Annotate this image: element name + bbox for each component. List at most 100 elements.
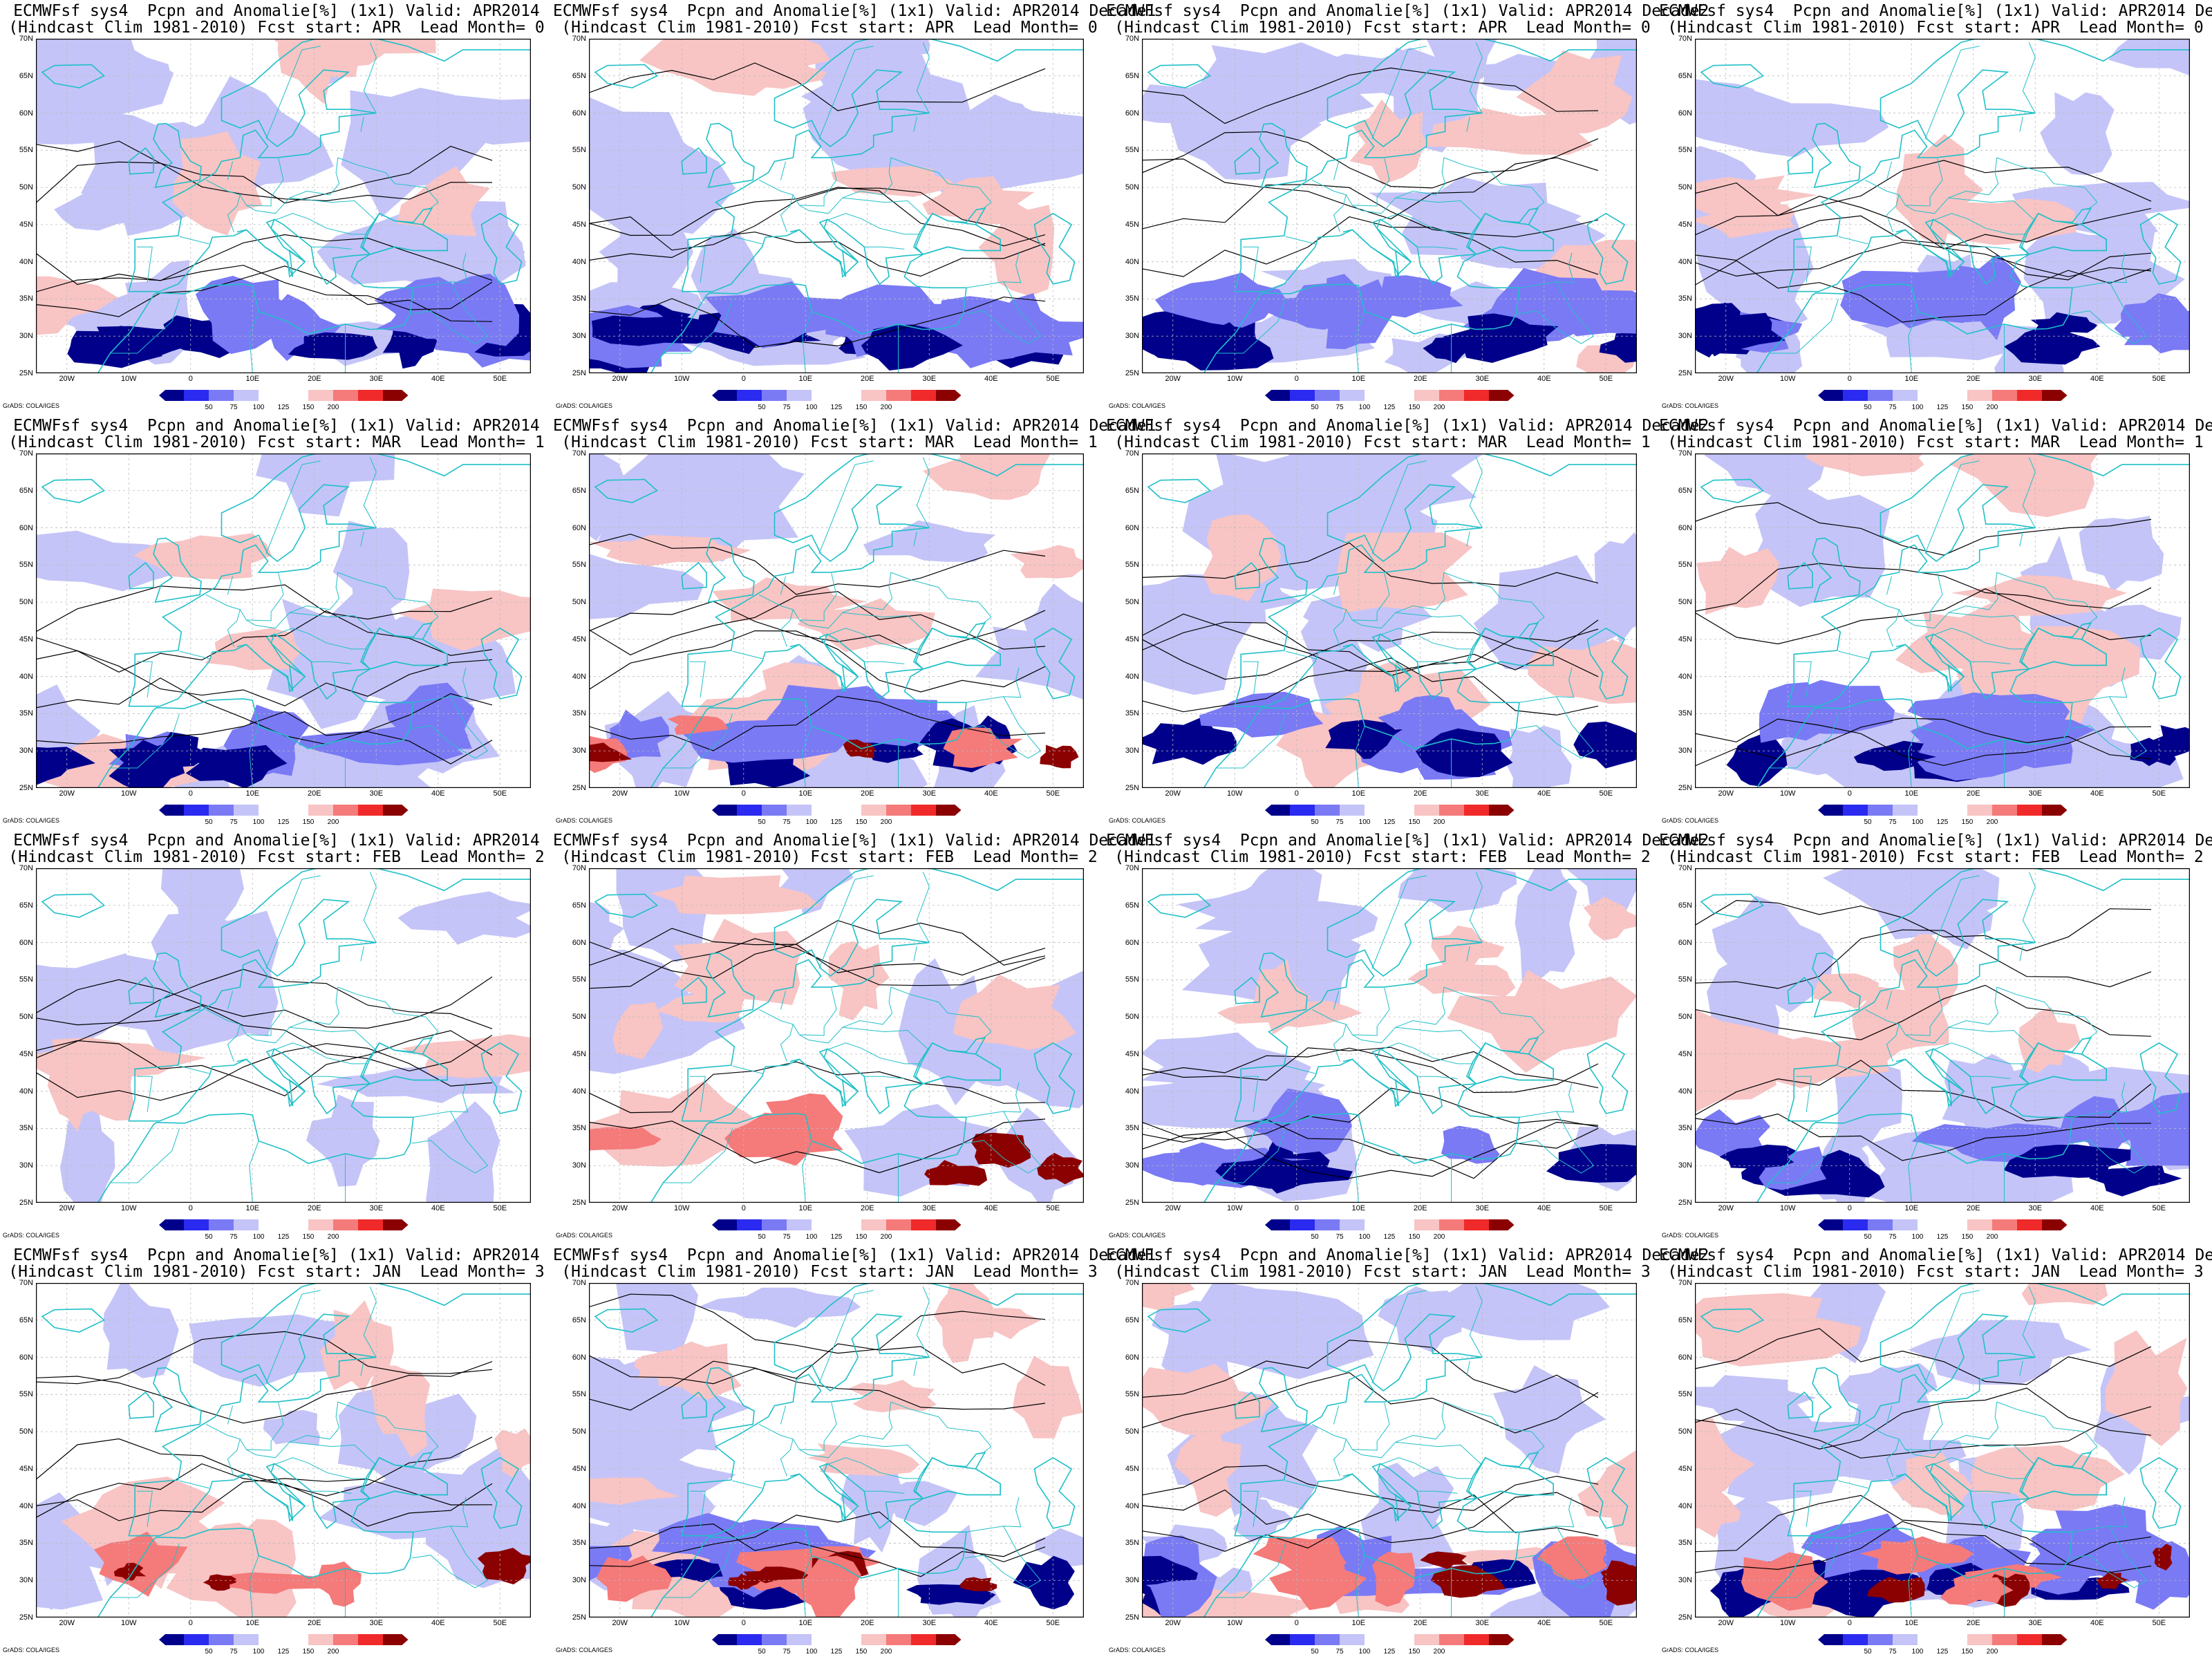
panel-subtitle: (Hindcast Clim 1981-2010) Fcst start: JA… (561, 1263, 1098, 1281)
coastline (153, 537, 202, 603)
longitude-label: 20W (612, 1619, 628, 1627)
country-border (1898, 158, 1943, 207)
negative-anomaly-area (2103, 1092, 2190, 1166)
colorbar-label: 100 (1911, 818, 1924, 826)
longitude-label: 20W (1718, 1204, 1734, 1212)
longitude-label: 20E (1413, 375, 1427, 383)
positive-anomaly-area (589, 534, 751, 567)
positive-anomaly-area (2105, 1330, 2188, 1447)
latitude-label: 55N (19, 975, 33, 984)
colorbar-label: 150 (302, 818, 315, 826)
country-border (1371, 1293, 1409, 1384)
anomaly-map (1695, 1283, 2190, 1618)
climatology-contour (36, 650, 493, 706)
positive-anomaly-area (1805, 453, 1924, 477)
colorbar-swatch (1365, 390, 1390, 401)
latitude-label: 55N (1125, 975, 1139, 984)
map-panel: ECMWFsf sys4 Pcpn and Anomalie[%] (1x1) … (0, 1244, 553, 1659)
country-border (799, 987, 893, 1044)
latitude-label: 60N (1678, 1353, 1692, 1362)
map-frame (1142, 868, 1637, 1203)
country-border (1948, 1027, 2036, 1051)
colorbar-swatch (1843, 390, 1868, 401)
coastline (1812, 537, 1861, 603)
map-canvas (36, 1283, 531, 1618)
coastline (128, 147, 154, 175)
latitude-label: 45N (572, 635, 586, 644)
country-border (913, 1360, 917, 1376)
country-border (966, 252, 1022, 288)
positive-anomaly-area (2018, 1007, 2081, 1074)
strong-negative-anomaly-area (2089, 1164, 2182, 1197)
country-border (965, 1140, 1041, 1174)
colorbar-label: 75 (782, 1648, 791, 1656)
colorbar-label: 75 (1888, 1233, 1897, 1241)
coastline (153, 122, 202, 189)
country-border (854, 460, 874, 465)
climatology-contour (36, 584, 493, 632)
colorbar-swatch (1918, 805, 1943, 816)
country-border (1933, 1042, 2026, 1065)
country-border (1908, 311, 1918, 373)
colorbar-label: 150 (1408, 1233, 1421, 1241)
positive-anomaly-area (667, 715, 729, 735)
coastline (1468, 207, 1554, 255)
climatology-contour (589, 695, 1046, 751)
climatology-contour (36, 1043, 493, 1101)
country-border (2019, 1360, 2023, 1376)
country-border (412, 1140, 488, 1174)
colorbar-swatch (762, 390, 787, 401)
country-border (1003, 696, 1041, 751)
coastline (1259, 952, 1308, 1018)
colorbar-swatch (1290, 805, 1315, 816)
colorbar-swatch (1918, 1219, 1943, 1230)
country-border (1466, 1360, 1470, 1376)
latitude-label: 35N (19, 709, 33, 718)
latitude-label: 65N (19, 901, 33, 910)
climatology-contour (589, 938, 1046, 989)
country-border (1864, 594, 1900, 647)
negative-anomaly-area (306, 1094, 380, 1187)
colorbar-swatch (383, 1634, 409, 1645)
map-panel: ECMWFsf sys4 Pcpn and Anomalie[%] (1x1) … (0, 415, 553, 830)
colorbar-swatch (1414, 390, 1440, 401)
coastline (1700, 64, 1764, 88)
coastline (915, 622, 1001, 670)
longitude-label: 40E (1537, 1204, 1551, 1212)
climatology-contour (589, 1118, 1046, 1174)
latitude-label: 35N (1125, 1124, 1139, 1133)
panel-title: ECMWFsf sys4 Pcpn and Anomalie[%] (1x1) … (1659, 1246, 2212, 1264)
colorbar-swatch (886, 1219, 912, 1230)
negative-anomaly-area (1515, 868, 1577, 984)
country-border (1960, 875, 1980, 880)
climatology-contour (1695, 215, 2152, 281)
colorbar-swatch (1265, 390, 1291, 401)
country-border (2109, 696, 2147, 751)
country-border (179, 1480, 209, 1489)
colorbar-swatch (886, 1634, 912, 1645)
country-border (1466, 531, 1470, 547)
country-border (1960, 46, 1980, 50)
colorbar-swatch (812, 805, 837, 816)
positive-anomaly-area (1407, 962, 1516, 997)
country-border (827, 1457, 920, 1479)
latitude-label: 70N (572, 1279, 586, 1287)
country-border (1311, 1423, 1347, 1477)
colorbar-swatch (2042, 1219, 2068, 1230)
country-border (227, 161, 234, 180)
map-canvas (589, 453, 1084, 788)
coastline (1895, 1463, 1965, 1522)
panel-subtitle: (Hindcast Clim 1981-2010) Fcst start: JA… (8, 1263, 545, 1281)
anomaly-map (36, 1283, 531, 1618)
colorbar-label: 200 (1986, 1233, 1998, 1241)
climatology-contour (36, 976, 493, 1029)
country-border (265, 464, 303, 554)
country-border (792, 573, 837, 621)
negative-anomaly-area (589, 901, 625, 957)
longitude-label: 0 (741, 789, 746, 798)
negative-anomaly-area (1199, 691, 1324, 738)
climatology-contour (589, 1061, 1046, 1114)
latitude-label: 60N (1678, 109, 1692, 118)
country-border (827, 213, 920, 235)
colorbar-swatch (1893, 1219, 1918, 1230)
